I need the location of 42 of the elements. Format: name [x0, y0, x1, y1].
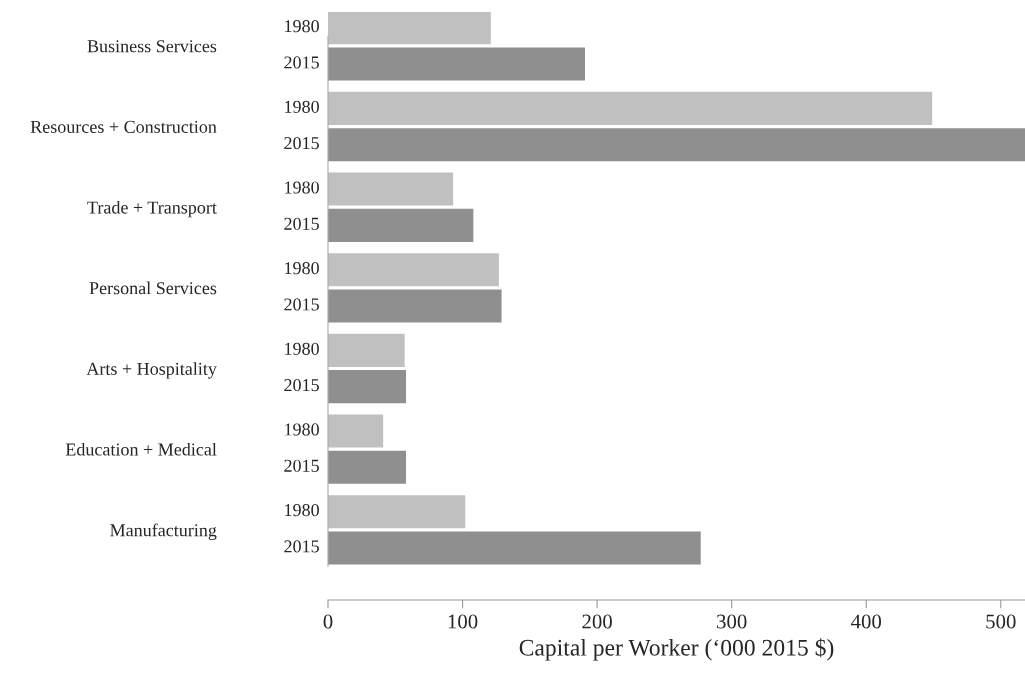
- text: 2015: [284, 459, 319, 472]
- bar: [328, 531, 701, 565]
- x-tick-label: 500: [986, 614, 1016, 629]
- x-tick-label: 0: [323, 614, 333, 629]
- x-tick-label: 400: [851, 614, 882, 629]
- bar: [328, 450, 407, 484]
- y-tick-label: Arts + Hospitality: [86, 362, 217, 379]
- y-tick-label: Resources + Construction: [30, 120, 217, 133]
- y-tick-label: Education + Medical: [65, 442, 217, 456]
- y-tick-label: Manufacturing: [110, 523, 217, 541]
- text: 1980: [285, 262, 319, 275]
- bar: [328, 289, 502, 323]
- text: 1980: [285, 504, 319, 517]
- bar: [328, 172, 454, 206]
- bar: [328, 370, 407, 404]
- bar: [328, 414, 384, 448]
- text: 2015: [284, 298, 319, 311]
- text: 2015: [284, 217, 319, 230]
- bar: [328, 12, 491, 45]
- x-tick-label: 300: [717, 614, 747, 629]
- x-axis-title: Capital per Worker (‘000 2015 $): [519, 638, 834, 661]
- series-label: 1980: [285, 20, 319, 33]
- text: 1980: [285, 181, 319, 194]
- y-tick-label: Trade + Transport: [87, 200, 217, 218]
- bar: [328, 253, 499, 287]
- bar: [328, 208, 474, 242]
- bar: [328, 47, 585, 81]
- text: 2015: [284, 378, 319, 392]
- text: 2015: [284, 137, 319, 150]
- x-tick-label: 200: [582, 614, 612, 629]
- text: 1980: [285, 423, 319, 436]
- bar: [328, 495, 466, 529]
- y-tick-label: Personal Services: [89, 281, 217, 295]
- text: 2015: [284, 540, 319, 553]
- text: 1980: [285, 100, 319, 113]
- bar: [328, 333, 405, 367]
- bar: [328, 128, 1025, 162]
- series-label: 2015: [284, 56, 319, 69]
- x-tick-label: 100: [448, 614, 478, 629]
- text: 1980: [285, 342, 319, 355]
- y-tick-label: Business Services: [87, 40, 217, 53]
- bar: [328, 91, 933, 125]
